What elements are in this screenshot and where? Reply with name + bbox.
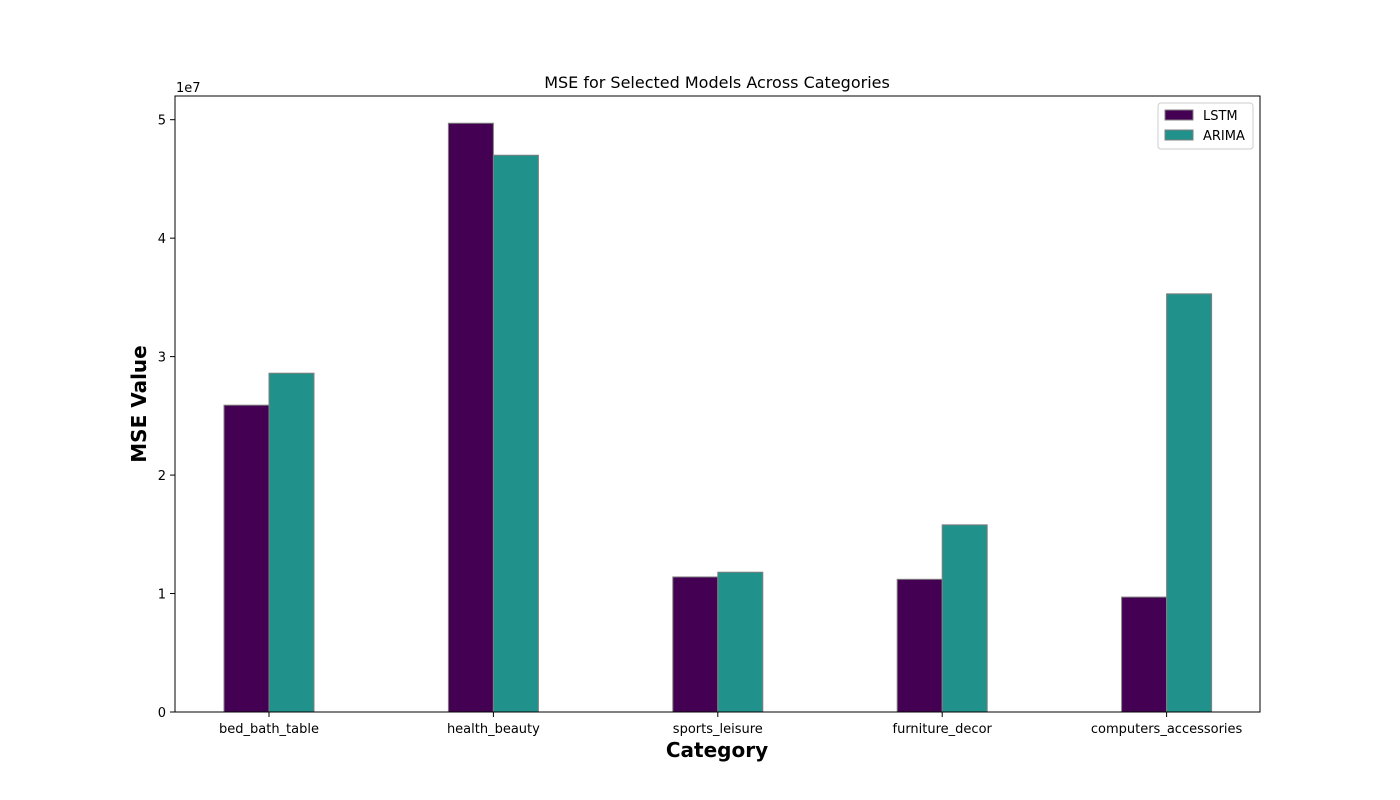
bars-group — [223, 122, 1213, 713]
x-tick-label: computers_accessories — [1091, 722, 1243, 737]
x-tick-label: furniture_decor — [893, 722, 993, 737]
y-tick-label: 0 — [158, 706, 166, 721]
bar-arima-furniture-decor — [941, 524, 988, 713]
bar-lstm-computers-accessories — [1121, 596, 1168, 713]
legend: LSTM ARIMA — [1157, 102, 1254, 150]
x-axis-ticks: bed_bath_table health_beauty sports_leisur… — [219, 712, 1243, 737]
legend-swatch-lstm — [1164, 109, 1194, 121]
y-offset-label: 1e7 — [176, 81, 201, 96]
y-axis-ticks: 0 1 2 3 4 5 — [158, 114, 175, 721]
y-axis-label: MSE Value — [127, 345, 151, 462]
bar-arima-health-beauty — [492, 154, 539, 713]
y-tick-label: 1 — [158, 588, 166, 603]
bar-arima-sports-leisure — [717, 571, 764, 713]
x-axis-label: Category — [666, 738, 768, 762]
x-tick-label: sports_leisure — [673, 722, 763, 737]
x-tick-label: health_beauty — [447, 722, 540, 737]
bar-lstm-bed-bath-table — [223, 404, 270, 713]
y-tick-label: 2 — [158, 469, 166, 484]
y-tick-label: 4 — [158, 232, 166, 247]
bar-arima-bed-bath-table — [268, 372, 315, 713]
legend-swatch-arima — [1164, 129, 1194, 141]
bar-arima-computers-accessories — [1166, 293, 1213, 713]
bar-lstm-furniture-decor — [896, 578, 943, 713]
bar-lstm-sports-leisure — [672, 576, 719, 713]
y-tick-label: 3 — [158, 351, 166, 366]
x-tick-label: bed_bath_table — [219, 722, 319, 737]
bar-lstm-health-beauty — [447, 122, 494, 713]
legend-label-arima: ARIMA — [1203, 129, 1245, 144]
chart-title: MSE for Selected Models Across Categorie… — [544, 73, 890, 92]
y-tick-label: 5 — [158, 114, 166, 129]
legend-label-lstm: LSTM — [1203, 109, 1238, 124]
